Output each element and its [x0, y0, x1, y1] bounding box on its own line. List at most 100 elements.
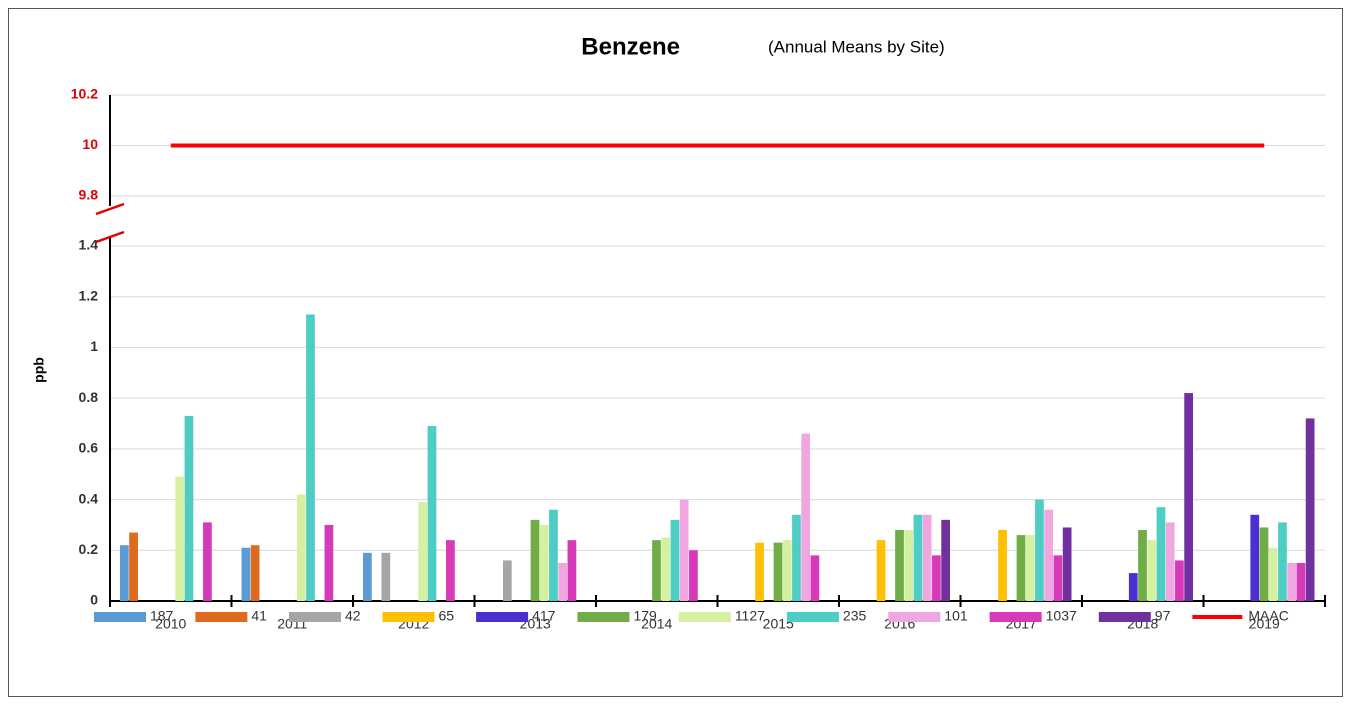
y-tick-label: 0.2	[79, 541, 99, 557]
bar	[175, 476, 185, 601]
y-tick-label: 1.2	[79, 287, 99, 303]
bar	[1268, 547, 1278, 601]
bar	[1259, 527, 1269, 601]
y-tick-label: 0	[90, 592, 98, 608]
bar	[1128, 573, 1138, 601]
bar	[296, 494, 306, 601]
y-tick-label: 0.6	[79, 440, 99, 456]
legend-swatch	[288, 612, 341, 622]
legend-label: 65	[439, 608, 455, 624]
legend-label: 1037	[1046, 608, 1077, 624]
legend-swatch	[888, 612, 941, 622]
bar	[689, 550, 698, 601]
bar	[1044, 509, 1054, 601]
bar	[1035, 499, 1044, 601]
legend-label: 42	[345, 608, 361, 624]
y2-tick-label: 10.2	[71, 86, 98, 102]
bar	[904, 530, 914, 601]
x-tick-label: 2019	[1249, 616, 1280, 632]
bar	[932, 555, 941, 601]
bar	[1025, 535, 1035, 601]
y-tick-label: 0.4	[79, 490, 99, 506]
bar	[250, 545, 260, 601]
bar	[427, 426, 437, 601]
bar	[1138, 530, 1147, 601]
bar	[661, 537, 671, 601]
bar	[652, 540, 661, 601]
legend-label: 41	[251, 608, 267, 624]
bar	[530, 519, 540, 601]
bar	[670, 519, 680, 601]
bar	[1053, 555, 1063, 601]
axis-break	[95, 230, 125, 244]
legend-swatch	[577, 612, 630, 622]
y2-tick-label: 10	[82, 136, 98, 152]
bar	[539, 524, 549, 601]
bar	[998, 530, 1007, 601]
bar	[502, 560, 512, 601]
legend-label: 101	[944, 608, 968, 624]
legend-label: MAAC	[1248, 608, 1288, 624]
bar	[203, 522, 212, 601]
bar	[810, 555, 820, 601]
bar	[1165, 522, 1175, 601]
y-tick-label: 1.4	[79, 237, 99, 253]
y-tick-label: 1	[90, 338, 98, 354]
bar	[418, 502, 428, 601]
bar	[567, 540, 577, 601]
bar	[120, 545, 129, 601]
x-tick-label: 2015	[763, 616, 794, 632]
bar	[1296, 562, 1306, 601]
legend-swatch	[94, 612, 146, 622]
legend-label: 417	[532, 608, 556, 624]
legend-label: 1127	[735, 608, 765, 624]
legend-swatch	[382, 612, 435, 622]
bar	[549, 509, 558, 601]
legend-label: 97	[1155, 608, 1171, 624]
bar	[558, 562, 568, 601]
chart-title: Benzene	[581, 33, 680, 60]
bar	[679, 499, 689, 601]
bar	[324, 524, 334, 601]
bar	[241, 547, 251, 601]
bar	[782, 540, 792, 601]
y-axis-label: ppb	[31, 357, 47, 383]
legend-swatch	[1098, 612, 1151, 622]
bar	[1278, 522, 1287, 601]
legend-swatch	[678, 612, 731, 622]
y-tick-label: 0.8	[79, 389, 99, 405]
bar	[922, 514, 932, 601]
legend-swatch	[786, 612, 839, 622]
legend-swatch	[195, 612, 248, 622]
bar	[755, 542, 764, 601]
chart-subtitle: (Annual Means by Site)	[768, 37, 945, 56]
bar	[773, 542, 783, 601]
bar	[895, 530, 904, 601]
bar	[1016, 535, 1026, 601]
x-tick-label: 2014	[641, 616, 672, 632]
y2-tick-label: 9.8	[79, 187, 99, 203]
bar	[1287, 562, 1297, 601]
bar	[1175, 560, 1184, 601]
legend-label: 179	[633, 608, 657, 624]
bar	[1250, 514, 1260, 601]
bar	[941, 519, 950, 601]
legend-swatch	[476, 612, 529, 622]
bar	[792, 514, 801, 601]
bar	[184, 415, 194, 601]
bar	[1147, 540, 1157, 601]
bar	[363, 552, 372, 601]
x-tick-label: 2010	[155, 616, 186, 632]
bar	[1305, 418, 1315, 601]
bar	[913, 514, 923, 601]
bar	[801, 433, 811, 601]
legend-swatch	[989, 612, 1042, 622]
bar	[129, 532, 138, 601]
axis-break	[95, 202, 125, 216]
bar	[381, 552, 391, 601]
legend-label: 235	[843, 608, 867, 624]
bar	[1062, 527, 1072, 601]
bar	[876, 540, 886, 601]
bar	[1184, 393, 1193, 601]
